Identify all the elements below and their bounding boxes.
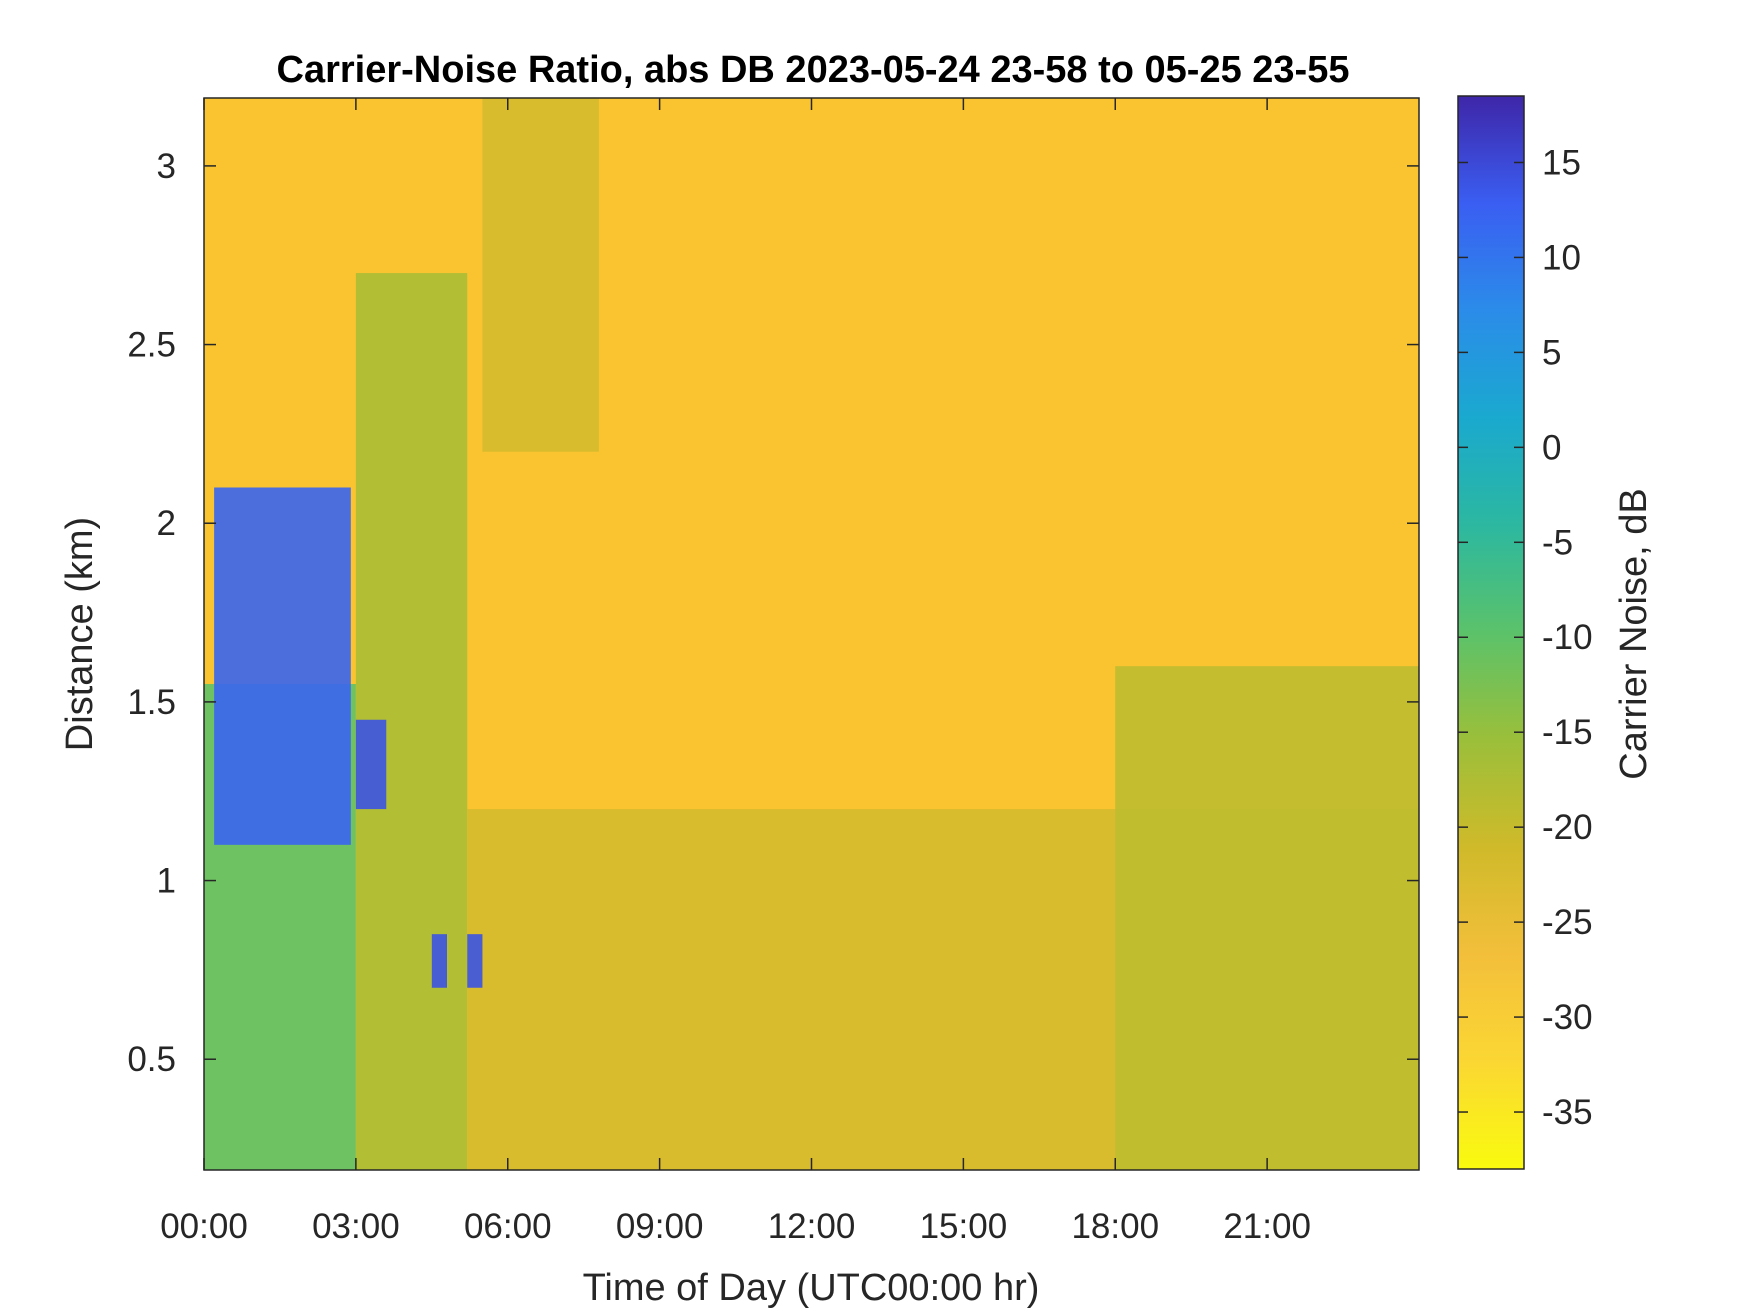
y-axis-label: Distance (km) xyxy=(59,517,101,751)
colorbar-tick-label: 15 xyxy=(1542,143,1581,182)
x-tick-label: 15:00 xyxy=(920,1207,1008,1246)
colorbar-tick-label: -30 xyxy=(1542,998,1593,1037)
x-axis-label: Time of Day (UTC00:00 hr) xyxy=(583,1267,1040,1309)
colorbar-label: Carrier Noise, dB xyxy=(1613,488,1655,779)
y-tick-label: 2 xyxy=(157,504,176,543)
colorbar-tick-label: -15 xyxy=(1542,713,1593,752)
y-tick-label: 1.5 xyxy=(127,683,176,722)
x-tick-label: 12:00 xyxy=(768,1207,856,1246)
y-axis: 0.5 1 1.5 2 2.5 3 xyxy=(127,147,1419,1079)
colorbar-tick-label: -5 xyxy=(1542,523,1573,562)
x-axis: 00:00 03:00 06:00 09:00 12:00 15:00 18:00 21:00 xyxy=(160,98,1311,1246)
y-tick-label: 0.5 xyxy=(127,1040,176,1079)
chart-title: Carrier-Noise Ratio, abs DB 2023-05-24 2… xyxy=(277,49,1350,91)
x-tick-label: 21:00 xyxy=(1223,1207,1311,1246)
colorbar-tick-label: -35 xyxy=(1542,1093,1593,1132)
heatmap-region xyxy=(214,487,351,845)
colorbar: 15 10 5 0 -5 -10 -15 -20 -25 -30 -35 xyxy=(1457,95,1593,1170)
y-tick-label: 2.5 xyxy=(127,326,176,365)
colorbar-tick-label: -10 xyxy=(1542,618,1593,657)
x-tick-label: 09:00 xyxy=(616,1207,704,1246)
colorbar-ticks: 15 10 5 0 -5 -10 -15 -20 -25 -30 -35 xyxy=(1458,143,1593,1132)
heatmap-region xyxy=(1115,666,1419,1170)
colorbar-gradient xyxy=(1457,95,1525,1170)
y-tick-label: 3 xyxy=(157,147,176,186)
colorbar-tick-label: -20 xyxy=(1542,808,1593,847)
heatmap-region xyxy=(355,719,387,810)
colorbar-tick-label: 5 xyxy=(1542,333,1561,372)
x-tick-label: 18:00 xyxy=(1071,1207,1159,1246)
heatmap-cells xyxy=(204,98,1419,1170)
heatmap-region xyxy=(467,934,483,988)
colorbar-tick-label: -25 xyxy=(1542,903,1593,942)
heatmap-region xyxy=(431,934,447,988)
heatmap-region xyxy=(482,98,599,452)
x-tick-label: 00:00 xyxy=(160,1207,248,1246)
x-tick-label: 03:00 xyxy=(312,1207,400,1246)
x-tick-label: 06:00 xyxy=(464,1207,552,1246)
y-tick-label: 1 xyxy=(157,862,176,901)
colorbar-tick-label: 0 xyxy=(1542,428,1561,467)
heatmap-plot-area xyxy=(203,97,1420,1171)
colorbar-tick-label: 10 xyxy=(1542,238,1581,277)
